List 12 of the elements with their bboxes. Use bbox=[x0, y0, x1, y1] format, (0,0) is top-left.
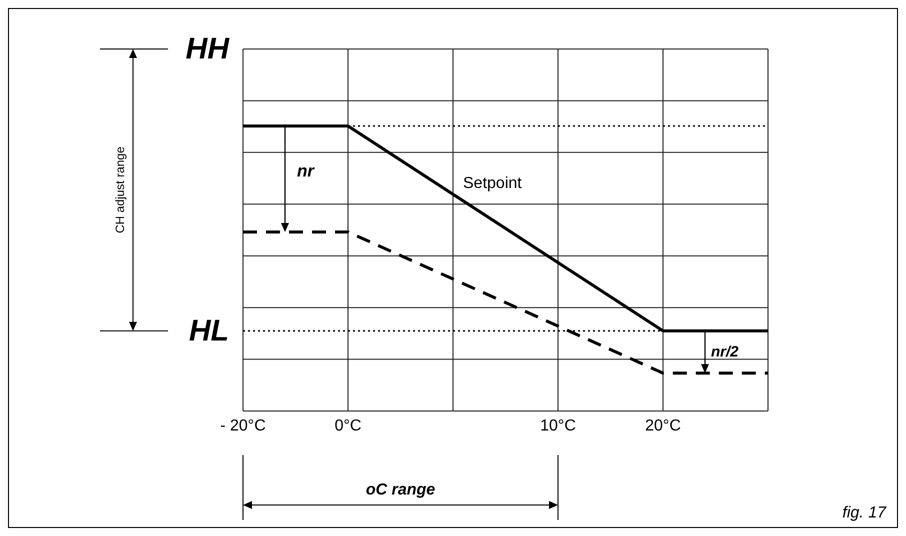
caption: fig. 17 bbox=[842, 504, 888, 522]
annotation: nr bbox=[297, 161, 316, 180]
annotation: nr/2 bbox=[711, 343, 740, 360]
ref-line-label: HL bbox=[189, 314, 229, 348]
x-tick-label: - 20°C bbox=[220, 417, 266, 434]
x-tick-label: 0°C bbox=[334, 417, 362, 434]
series-label: Setpoint bbox=[463, 174, 522, 192]
text: oC range bbox=[366, 482, 436, 498]
x-tick-label: 20°C bbox=[645, 417, 681, 434]
text: CH adjust range bbox=[113, 146, 127, 234]
x-tick-label: 10°C bbox=[540, 417, 576, 434]
text: HH bbox=[186, 32, 230, 66]
